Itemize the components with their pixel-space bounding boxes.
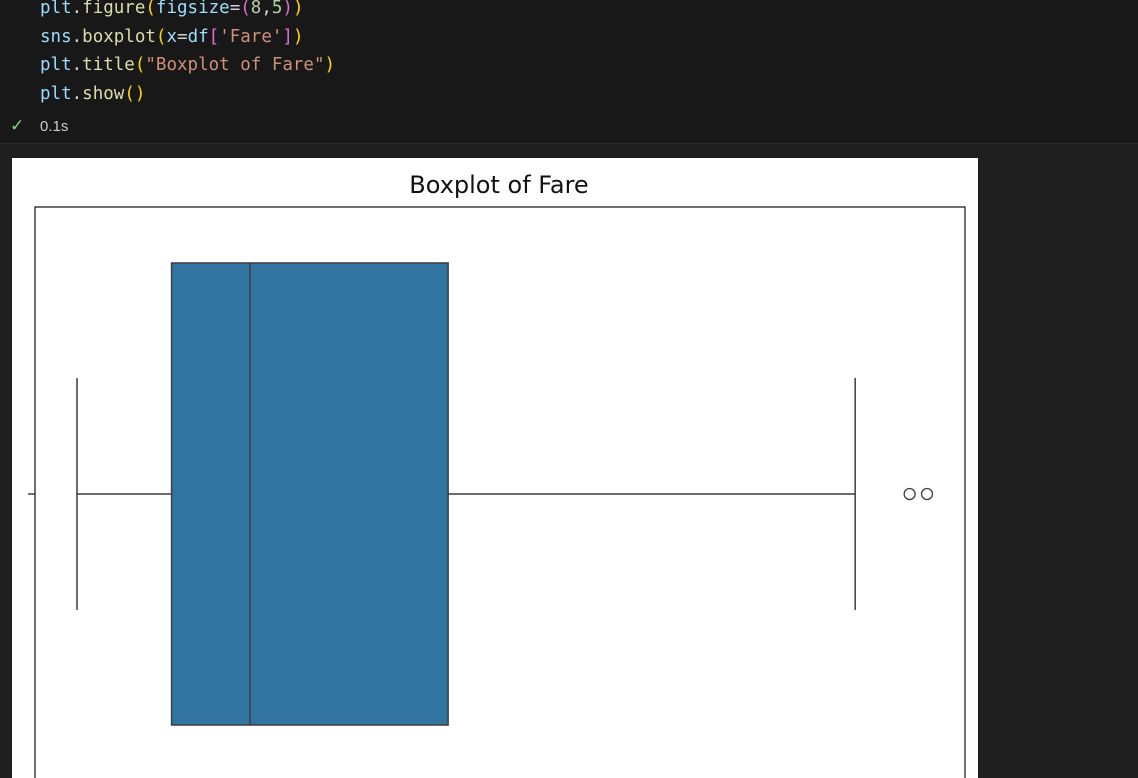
- boxplot-chart: Boxplot of Fare: [28, 171, 966, 778]
- code-line-4: plt.show(): [40, 83, 146, 104]
- boxplot-marks: [76, 262, 934, 726]
- cell-output: Boxplot of Fare: [12, 158, 978, 778]
- cell-status: ✓ 0.1s: [10, 115, 68, 137]
- plot-frame: [34, 206, 966, 778]
- iqr-box: [170, 262, 449, 726]
- chart-title: Boxplot of Fare: [409, 171, 588, 199]
- code-line-2: sns.boxplot(x=df['Fare']): [40, 26, 304, 47]
- outlier-point-2: [920, 487, 934, 501]
- code-cell[interactable]: plt.figure(figsize=(8,5)) sns.boxplot(x=…: [0, 0, 1138, 144]
- code-line-3: plt.title("Boxplot of Fare"): [40, 55, 336, 75]
- code-editor[interactable]: plt.figure(figsize=(8,5)) sns.boxplot(x=…: [40, 0, 335, 108]
- cell-duration: 0.1s: [40, 117, 69, 135]
- code-line-1: plt.figure(figsize=(8,5)): [40, 0, 304, 18]
- check-icon: ✓: [10, 116, 25, 135]
- outlier-point-1: [903, 487, 916, 501]
